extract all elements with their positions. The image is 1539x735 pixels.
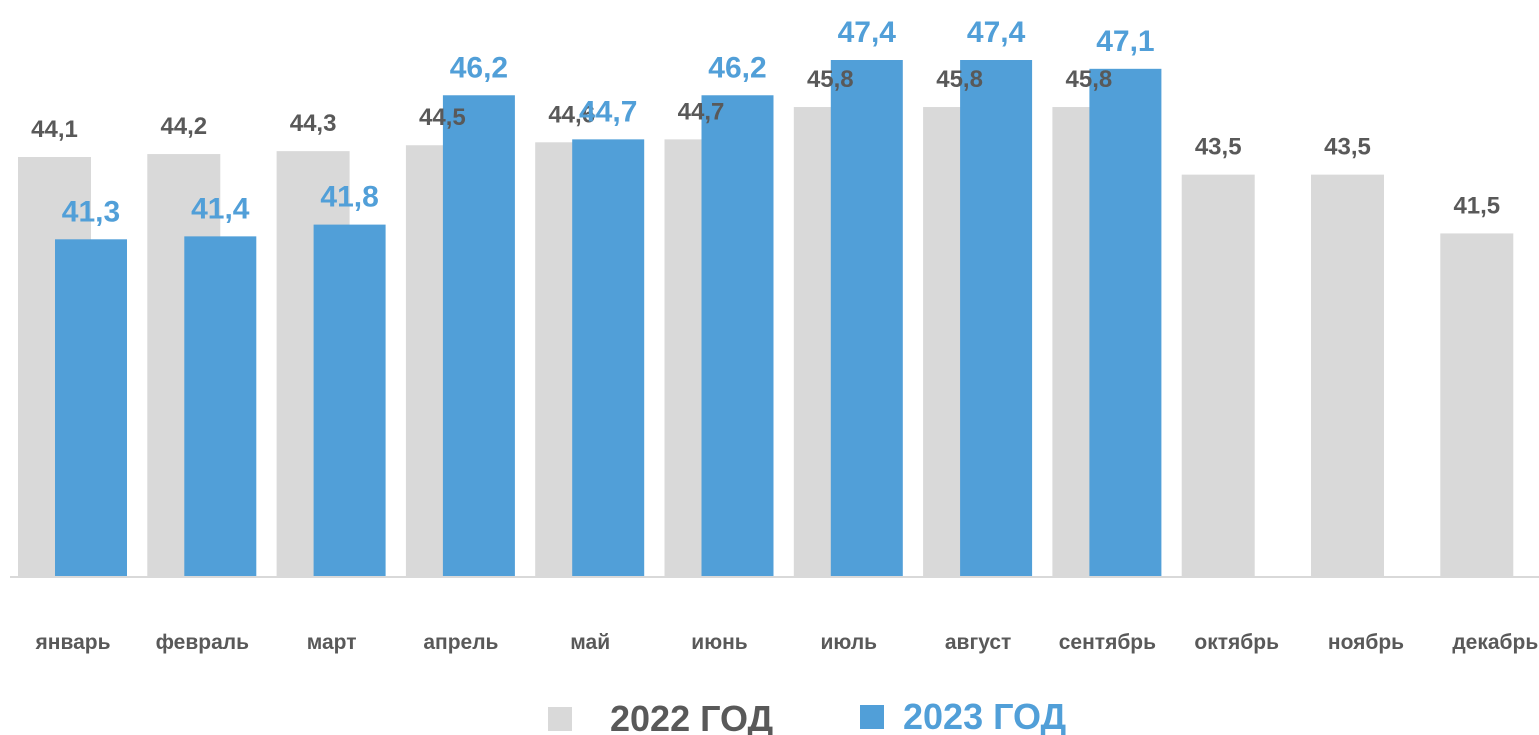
x-tick-label: апрель — [423, 631, 498, 654]
data-label-2022: 43,5 — [1324, 134, 1371, 161]
series-2022-data-labels: 44,1 44,2 44,3 44,5 44,6 44,745,8 45,8 45,843,5… — [31, 66, 1500, 219]
x-tick-label: ноябрь — [1328, 631, 1404, 654]
data-label-2022: 45,8 — [807, 66, 854, 93]
legend-label-2023: 2023 ГОД — [903, 696, 1066, 735]
x-axis-tick-labels: январь февраль март апрель май июнь июль август… — [35, 631, 1539, 654]
data-label-2023: 47,4 — [967, 16, 1026, 49]
data-label-2023: 41,8 — [320, 181, 378, 214]
bar-2022 — [1181, 174, 1255, 578]
data-label-2022: 45,8 — [936, 66, 983, 93]
bar-2023 — [1089, 68, 1162, 578]
legend-swatch-2022 — [548, 707, 572, 731]
data-label-2022: 44,1 — [31, 116, 78, 143]
data-label-2023: 46,2 — [708, 51, 766, 84]
data-label-2022: 44,3 — [290, 110, 337, 137]
x-tick-label: август — [945, 631, 1011, 654]
data-label-2023: 47,1 — [1096, 25, 1154, 58]
x-tick-label: январь — [35, 631, 111, 654]
bar-2022 — [1440, 233, 1514, 577]
bar-2023 — [184, 236, 257, 577]
data-label-2022: 44,5 — [419, 104, 466, 131]
data-label-2023: 41,4 — [191, 192, 250, 225]
x-tick-label: октябрь — [1194, 631, 1279, 654]
x-tick-label: июль — [821, 631, 878, 654]
data-label-2023: 44,7 — [579, 95, 637, 128]
series-2023-data-labels: 41,3 41,4 41,8 46,2 44,7 46,2 47,4 47,4 47,1 — [62, 16, 1155, 228]
data-label-2022: 44,2 — [160, 113, 207, 140]
bar-2023 — [442, 95, 515, 577]
bar-2023 — [572, 139, 645, 577]
x-tick-label: май — [570, 631, 610, 654]
data-label-2022: 45,8 — [1066, 66, 1113, 93]
data-label-2022: 41,5 — [1453, 192, 1500, 219]
bar-2023 — [55, 239, 127, 577]
data-label-2023: 41,3 — [62, 195, 120, 228]
legend: 2022 ГОД 2023 ГОД — [548, 696, 1066, 735]
data-label-2022: 44,7 — [678, 98, 725, 125]
series-2023-bars — [55, 60, 1162, 578]
bar-2023 — [701, 95, 774, 577]
x-tick-label: декабрь — [1452, 631, 1538, 654]
data-label-2023: 46,2 — [450, 51, 508, 84]
x-tick-label: сентябрь — [1059, 631, 1156, 654]
bar-2023 — [830, 60, 903, 577]
data-label-2022: 44,6 — [548, 101, 595, 128]
bar-2022 — [1311, 174, 1384, 578]
legend-label-2022: 2022 ГОД — [610, 698, 773, 735]
x-tick-label: июнь — [691, 631, 748, 654]
x-tick-label: март — [307, 631, 357, 654]
bar-2023 — [960, 60, 1033, 577]
bar-2023 — [313, 224, 386, 577]
x-tick-label: февраль — [156, 631, 250, 654]
data-label-2023: 47,4 — [838, 16, 897, 49]
data-label-2022: 43,5 — [1195, 134, 1242, 161]
legend-swatch-2023 — [860, 705, 884, 729]
